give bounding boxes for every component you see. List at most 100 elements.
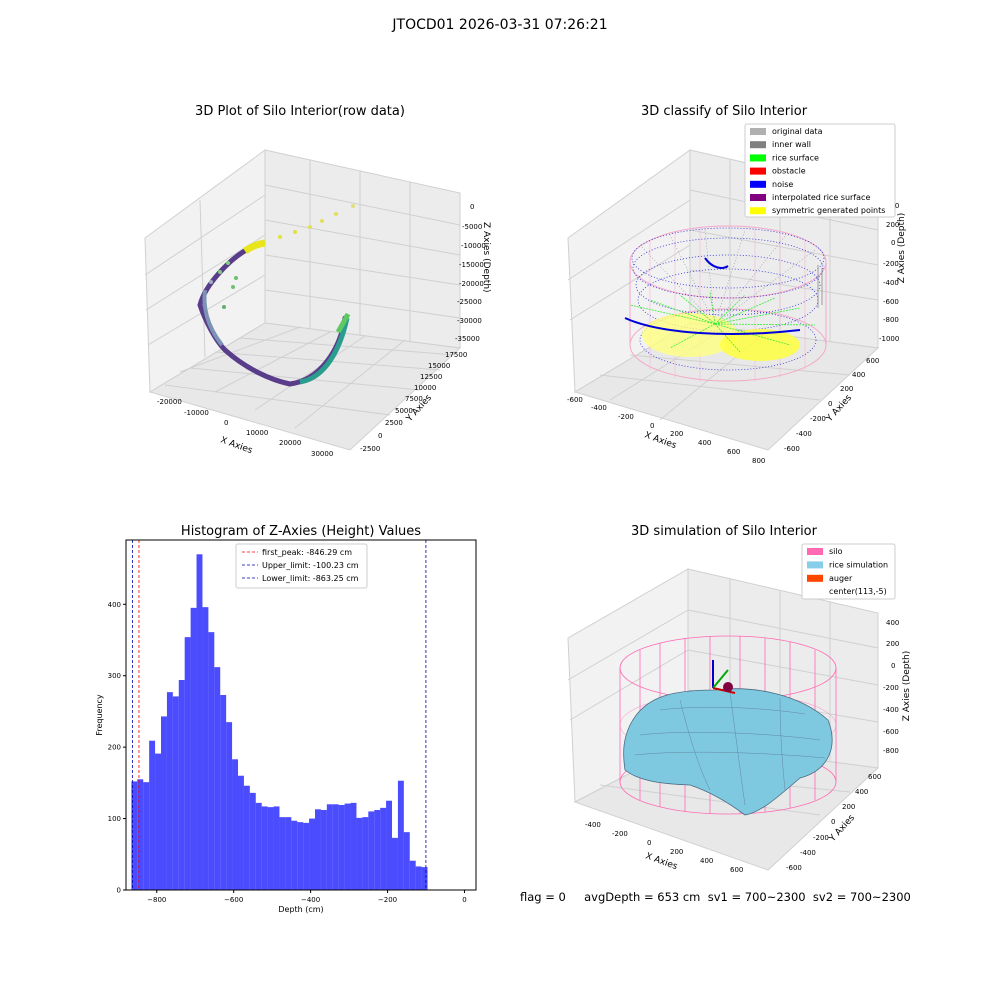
sim-xtick: 200 xyxy=(670,848,683,856)
classify-ytick: 400 xyxy=(852,371,865,379)
histogram-bar xyxy=(196,554,203,890)
raw-xtick: 30000 xyxy=(311,450,333,458)
histogram-bar xyxy=(421,867,428,890)
histogram-bar xyxy=(178,680,185,890)
sim-plot-title: 3D simulation of Silo Interior xyxy=(631,524,817,539)
sim-3d-plot: -400 -200 0 200 400 600 -600 -400 -200 0… xyxy=(567,543,912,874)
classify-xtick: 0 xyxy=(650,422,654,430)
legend-swatch xyxy=(750,207,766,215)
classify-ztick: 200 xyxy=(886,221,899,229)
raw-ztick: -10000 xyxy=(461,242,486,250)
classify-ztick: -800 xyxy=(883,316,899,324)
raw-ztick: 0 xyxy=(470,203,474,211)
histogram-bar xyxy=(338,805,345,890)
histogram-bar xyxy=(332,804,339,890)
histogram-bar xyxy=(397,780,404,890)
histogram-bar xyxy=(356,817,363,890)
raw-xtick: 0 xyxy=(224,419,228,427)
legend-label: noise xyxy=(772,180,793,189)
classify-xtick: 200 xyxy=(670,430,683,438)
histogram-bar xyxy=(261,806,268,890)
classify-ztick: -400 xyxy=(883,279,899,287)
sim-ytick: 0 xyxy=(831,818,835,826)
legend-swatch xyxy=(750,141,766,149)
histogram-ytick-label: 300 xyxy=(108,672,121,680)
classify-ytick: -400 xyxy=(796,430,812,438)
histogram-bar xyxy=(291,820,298,890)
raw-ytick: 0 xyxy=(378,432,382,440)
histogram-ytick-label: 400 xyxy=(108,601,121,609)
sim-xtick: -200 xyxy=(612,830,628,838)
histogram-bar xyxy=(279,817,286,890)
legend-swatch xyxy=(750,180,766,188)
histogram-bar xyxy=(368,811,375,890)
status-footer: flag = 0 avgDepth = 653 cm sv1 = 700~230… xyxy=(520,890,911,904)
histogram-bar xyxy=(362,817,369,890)
classify-ytick: -200 xyxy=(810,415,826,423)
histogram-bar xyxy=(315,809,321,890)
classify-ztick: -1000 xyxy=(879,335,899,343)
histogram-bar xyxy=(344,803,351,890)
classify-xtick: -400 xyxy=(591,404,607,412)
sim-xtick: 600 xyxy=(730,866,743,874)
histogram-bar xyxy=(415,866,422,890)
sim-ztick: -400 xyxy=(883,706,899,714)
histogram-chart: −800 −600 −400 −200 0 0 100 200 300 400 Depth (c… xyxy=(95,539,477,914)
histogram-bar xyxy=(131,781,138,890)
classify-point-cloud xyxy=(624,225,827,382)
histogram-bar xyxy=(243,785,250,890)
legend-label: rice simulation xyxy=(829,560,888,569)
histogram-bar xyxy=(267,807,274,890)
sim-xtick: -400 xyxy=(585,821,601,829)
sim-ytick: -600 xyxy=(786,864,802,872)
legend-label: original data xyxy=(772,127,823,136)
classify-3d-plot: -600 -400 -200 0 200 400 600 800 -600 -4… xyxy=(567,123,907,465)
histogram-bar xyxy=(232,759,238,890)
legend-label: interpolated rice surface xyxy=(772,193,870,202)
histogram-legend: first_peak: -846.29 cm Upper_limit: -100.… xyxy=(235,543,368,589)
sim-rice-surface xyxy=(623,688,833,816)
legend-label: center(113,-5) xyxy=(829,587,887,596)
raw-ztick: -35000 xyxy=(455,335,480,343)
classify-plot-title: 3D classify of Silo Interior xyxy=(640,104,808,119)
classify-xtick: 800 xyxy=(752,457,765,465)
legend-label: symmetric generated points xyxy=(772,206,885,215)
sim-ztick: -200 xyxy=(883,684,899,692)
histogram-xtick-label: −400 xyxy=(301,896,320,904)
classify-legend: original data inner wall rice surface obsta… xyxy=(744,123,896,218)
sim-xtick: 400 xyxy=(700,857,713,865)
classify-xtick: -200 xyxy=(618,413,634,421)
raw-plot-title: 3D Plot of Silo Interior(row data) xyxy=(195,104,405,119)
histogram-bar xyxy=(273,806,280,890)
sim-auger xyxy=(712,660,736,694)
legend-swatch xyxy=(750,167,766,175)
histogram-bar xyxy=(297,822,304,890)
legend-label: auger xyxy=(829,574,853,583)
sim-ztick: 200 xyxy=(886,640,899,648)
histogram-bar xyxy=(184,637,191,890)
raw-ytick: 5000 xyxy=(395,407,413,415)
histogram-bar xyxy=(172,696,179,890)
raw-ytick: 12500 xyxy=(420,373,442,381)
legend-label: silo xyxy=(829,547,843,556)
histogram-ytick-label: 0 xyxy=(117,887,121,895)
histogram-yticks: 0 100 200 300 400 xyxy=(108,601,126,895)
histogram-ytick-label: 200 xyxy=(108,744,121,752)
legend-label: inner wall xyxy=(772,140,811,149)
histogram-legend-label: first_peak: -846.29 cm xyxy=(262,548,352,557)
histogram-bar xyxy=(190,607,197,890)
raw-xtick: 10000 xyxy=(246,429,268,437)
sim-ytick: -400 xyxy=(800,849,816,857)
histogram-bar xyxy=(143,782,150,890)
classify-ytick: 200 xyxy=(840,385,853,393)
classify-ytick: 600 xyxy=(866,357,879,365)
histogram-bar xyxy=(166,692,173,890)
sim-ytick: 600 xyxy=(868,773,881,781)
histogram-bar xyxy=(374,810,381,890)
raw-3d-panes xyxy=(144,149,462,451)
classify-zlabel: Z Axies (Depth) xyxy=(897,213,907,284)
classify-ztick: 0 xyxy=(891,239,895,247)
legend-swatch xyxy=(750,128,766,135)
legend-swatch xyxy=(807,588,823,596)
sim-ytick: -200 xyxy=(813,834,829,842)
